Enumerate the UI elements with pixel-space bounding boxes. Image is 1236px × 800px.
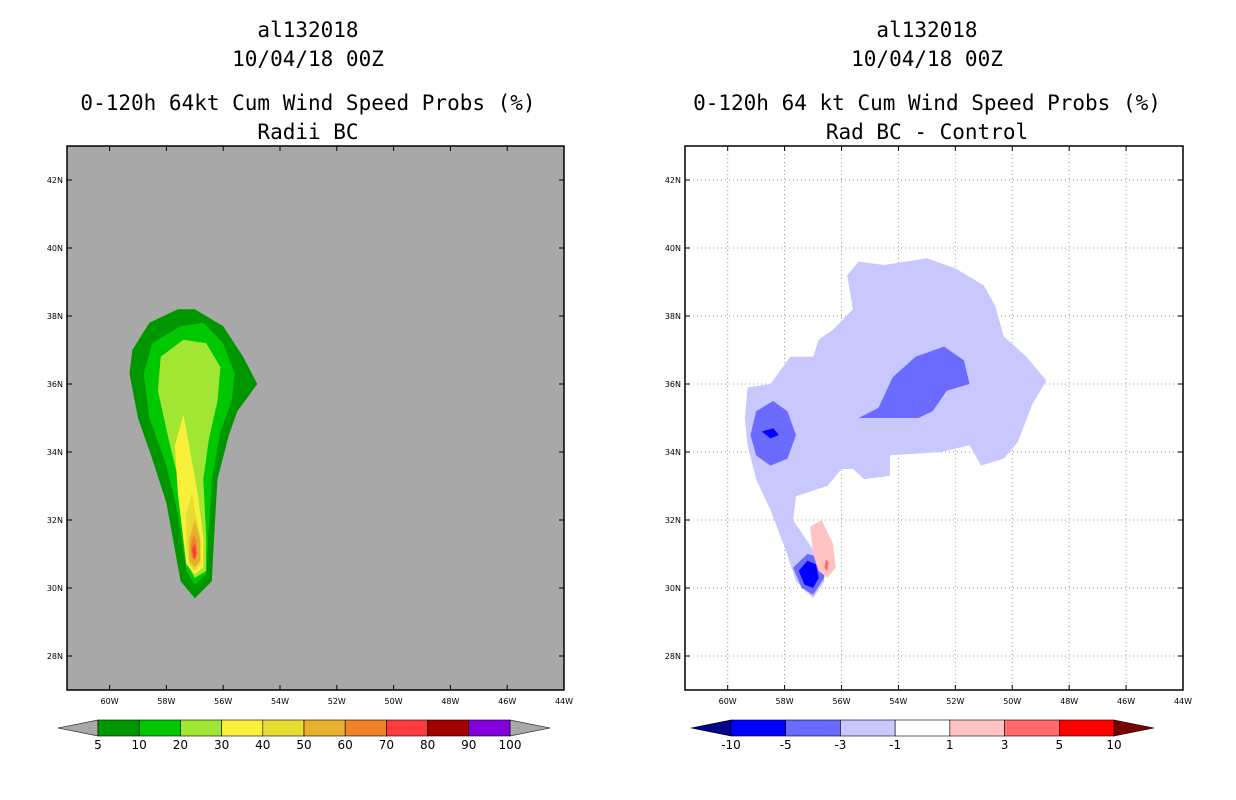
left-ytick-label-36N: 36N bbox=[47, 380, 63, 389]
left-colorbar-swatch-2 bbox=[180, 719, 222, 737]
left-ytick-label-40N: 40N bbox=[47, 244, 63, 253]
right-colorbar-swatch-6 bbox=[1058, 719, 1115, 737]
left-xtick-label-56W: 56W bbox=[214, 697, 232, 706]
left-ytick-label-38N: 38N bbox=[47, 312, 63, 321]
right-ytick-label-40N: 40N bbox=[665, 244, 681, 253]
left-colorbar-label-1: 10 bbox=[132, 738, 147, 752]
right-title-product: 0-120h 64 kt Cum Wind Speed Probs (%) bbox=[693, 91, 1161, 115]
left-colorbar-label-6: 60 bbox=[338, 738, 353, 752]
right-colorbar-swatch-1 bbox=[785, 719, 841, 737]
right-colorbar-over bbox=[1113, 719, 1155, 737]
left-ytick-label-34N: 34N bbox=[47, 448, 63, 457]
left-colorbar-swatch-7 bbox=[386, 719, 428, 737]
left-colorbar-under bbox=[57, 719, 99, 737]
right-colorbar-label-1: -5 bbox=[780, 738, 792, 752]
right-colorbar-label-0: -10 bbox=[721, 738, 741, 752]
right-title-date: 10/04/18 00Z bbox=[851, 47, 1003, 71]
left-colorbar-swatch-3 bbox=[221, 719, 264, 737]
right-ytick-label-38N: 38N bbox=[665, 312, 681, 321]
right-colorbar-swatch-3 bbox=[894, 719, 951, 737]
right-colorbar-label-2: -3 bbox=[834, 738, 846, 752]
right-ytick-label-28N: 28N bbox=[665, 652, 681, 661]
right-title-subtitle: Rad BC - Control bbox=[825, 120, 1029, 144]
left-colorbar-label-5: 50 bbox=[296, 738, 311, 752]
right-ytick-label-30N: 30N bbox=[665, 584, 681, 593]
right-contour-7 bbox=[824, 559, 829, 571]
right-contour-2 bbox=[858, 346, 970, 418]
right-xtick-label-58W: 58W bbox=[776, 697, 794, 706]
right-xtick-label-44W: 44W bbox=[1174, 697, 1192, 706]
left-title-product: 0-120h 64kt Cum Wind Speed Probs (%) bbox=[80, 91, 536, 115]
right-colorbar-swatch-2 bbox=[840, 719, 896, 737]
left-colorbar-label-8: 80 bbox=[420, 738, 435, 752]
left-colorbar-label-10: 100 bbox=[499, 738, 522, 752]
right-xtick-label-52W: 52W bbox=[946, 697, 964, 706]
left-colorbar-swatch-5 bbox=[303, 719, 346, 737]
left-xtick-label-50W: 50W bbox=[385, 697, 403, 706]
left-title-subtitle: Radii BC bbox=[257, 120, 359, 144]
left-xtick-label-44W: 44W bbox=[555, 697, 573, 706]
right-xtick-label-56W: 56W bbox=[832, 697, 850, 706]
left-xtick-label-60W: 60W bbox=[101, 697, 119, 706]
right-colorbar-label-5: 3 bbox=[1001, 738, 1009, 752]
right-ytick-label-32N: 32N bbox=[665, 516, 681, 525]
right-xtick-label-48W: 48W bbox=[1060, 697, 1078, 706]
left-xtick-label-54W: 54W bbox=[271, 697, 289, 706]
right-ytick-label-42N: 42N bbox=[665, 176, 681, 185]
right-colorbar-label-6: 5 bbox=[1055, 738, 1063, 752]
right-ytick-label-34N: 34N bbox=[665, 448, 681, 457]
left-xtick-label-46W: 46W bbox=[498, 697, 516, 706]
right-colorbar-label-3: -1 bbox=[889, 738, 901, 752]
right-contour-6 bbox=[810, 520, 836, 578]
left-xtick-label-48W: 48W bbox=[441, 697, 459, 706]
right-colorbar-label-4: 1 bbox=[946, 738, 954, 752]
left-colorbar-label-2: 20 bbox=[173, 738, 188, 752]
left-colorbar-label-7: 70 bbox=[379, 738, 394, 752]
right-colorbar-label-7: 10 bbox=[1106, 738, 1121, 752]
left-ytick-label-42N: 42N bbox=[47, 176, 63, 185]
left-title-storm: al132018 bbox=[257, 18, 359, 42]
left-ytick-label-30N: 30N bbox=[47, 584, 63, 593]
left-colorbar-swatch-8 bbox=[427, 719, 470, 737]
left-plot-frame bbox=[66, 145, 565, 691]
right-contour-0 bbox=[744, 258, 1047, 599]
left-colorbar-label-0: 5 bbox=[94, 738, 102, 752]
right-xtick-label-60W: 60W bbox=[719, 697, 737, 706]
right-plot-frame bbox=[684, 145, 1184, 691]
left-xtick-label-52W: 52W bbox=[328, 697, 346, 706]
left-contour-7 bbox=[192, 543, 197, 560]
right-ytick-label-36N: 36N bbox=[665, 380, 681, 389]
right-xtick-label-54W: 54W bbox=[889, 697, 907, 706]
right-colorbar-swatch-5 bbox=[1004, 719, 1060, 737]
right-contour-5 bbox=[761, 428, 779, 439]
left-xtick-label-58W: 58W bbox=[157, 697, 175, 706]
left-colorbar-over bbox=[509, 719, 551, 737]
right-colorbar-under bbox=[690, 719, 732, 737]
left-title-date: 10/04/18 00Z bbox=[232, 47, 384, 71]
left-colorbar-label-9: 90 bbox=[461, 738, 476, 752]
left-colorbar-swatch-9 bbox=[468, 719, 511, 737]
left-colorbar-swatch-6 bbox=[344, 719, 387, 737]
right-xtick-label-50W: 50W bbox=[1003, 697, 1021, 706]
left-colorbar-label-3: 30 bbox=[214, 738, 229, 752]
left-colorbar-label-4: 40 bbox=[255, 738, 270, 752]
left-colorbar-swatch-0 bbox=[97, 719, 140, 737]
left-ytick-label-28N: 28N bbox=[47, 652, 63, 661]
right-xtick-label-46W: 46W bbox=[1117, 697, 1135, 706]
left-colorbar-swatch-1 bbox=[138, 719, 181, 737]
right-colorbar-swatch-4 bbox=[949, 719, 1005, 737]
right-contour-4 bbox=[798, 560, 819, 588]
left-colorbar-swatch-4 bbox=[262, 719, 305, 737]
right-title-storm: al132018 bbox=[876, 18, 978, 42]
left-ytick-label-32N: 32N bbox=[47, 516, 63, 525]
right-colorbar-swatch-0 bbox=[730, 719, 787, 737]
